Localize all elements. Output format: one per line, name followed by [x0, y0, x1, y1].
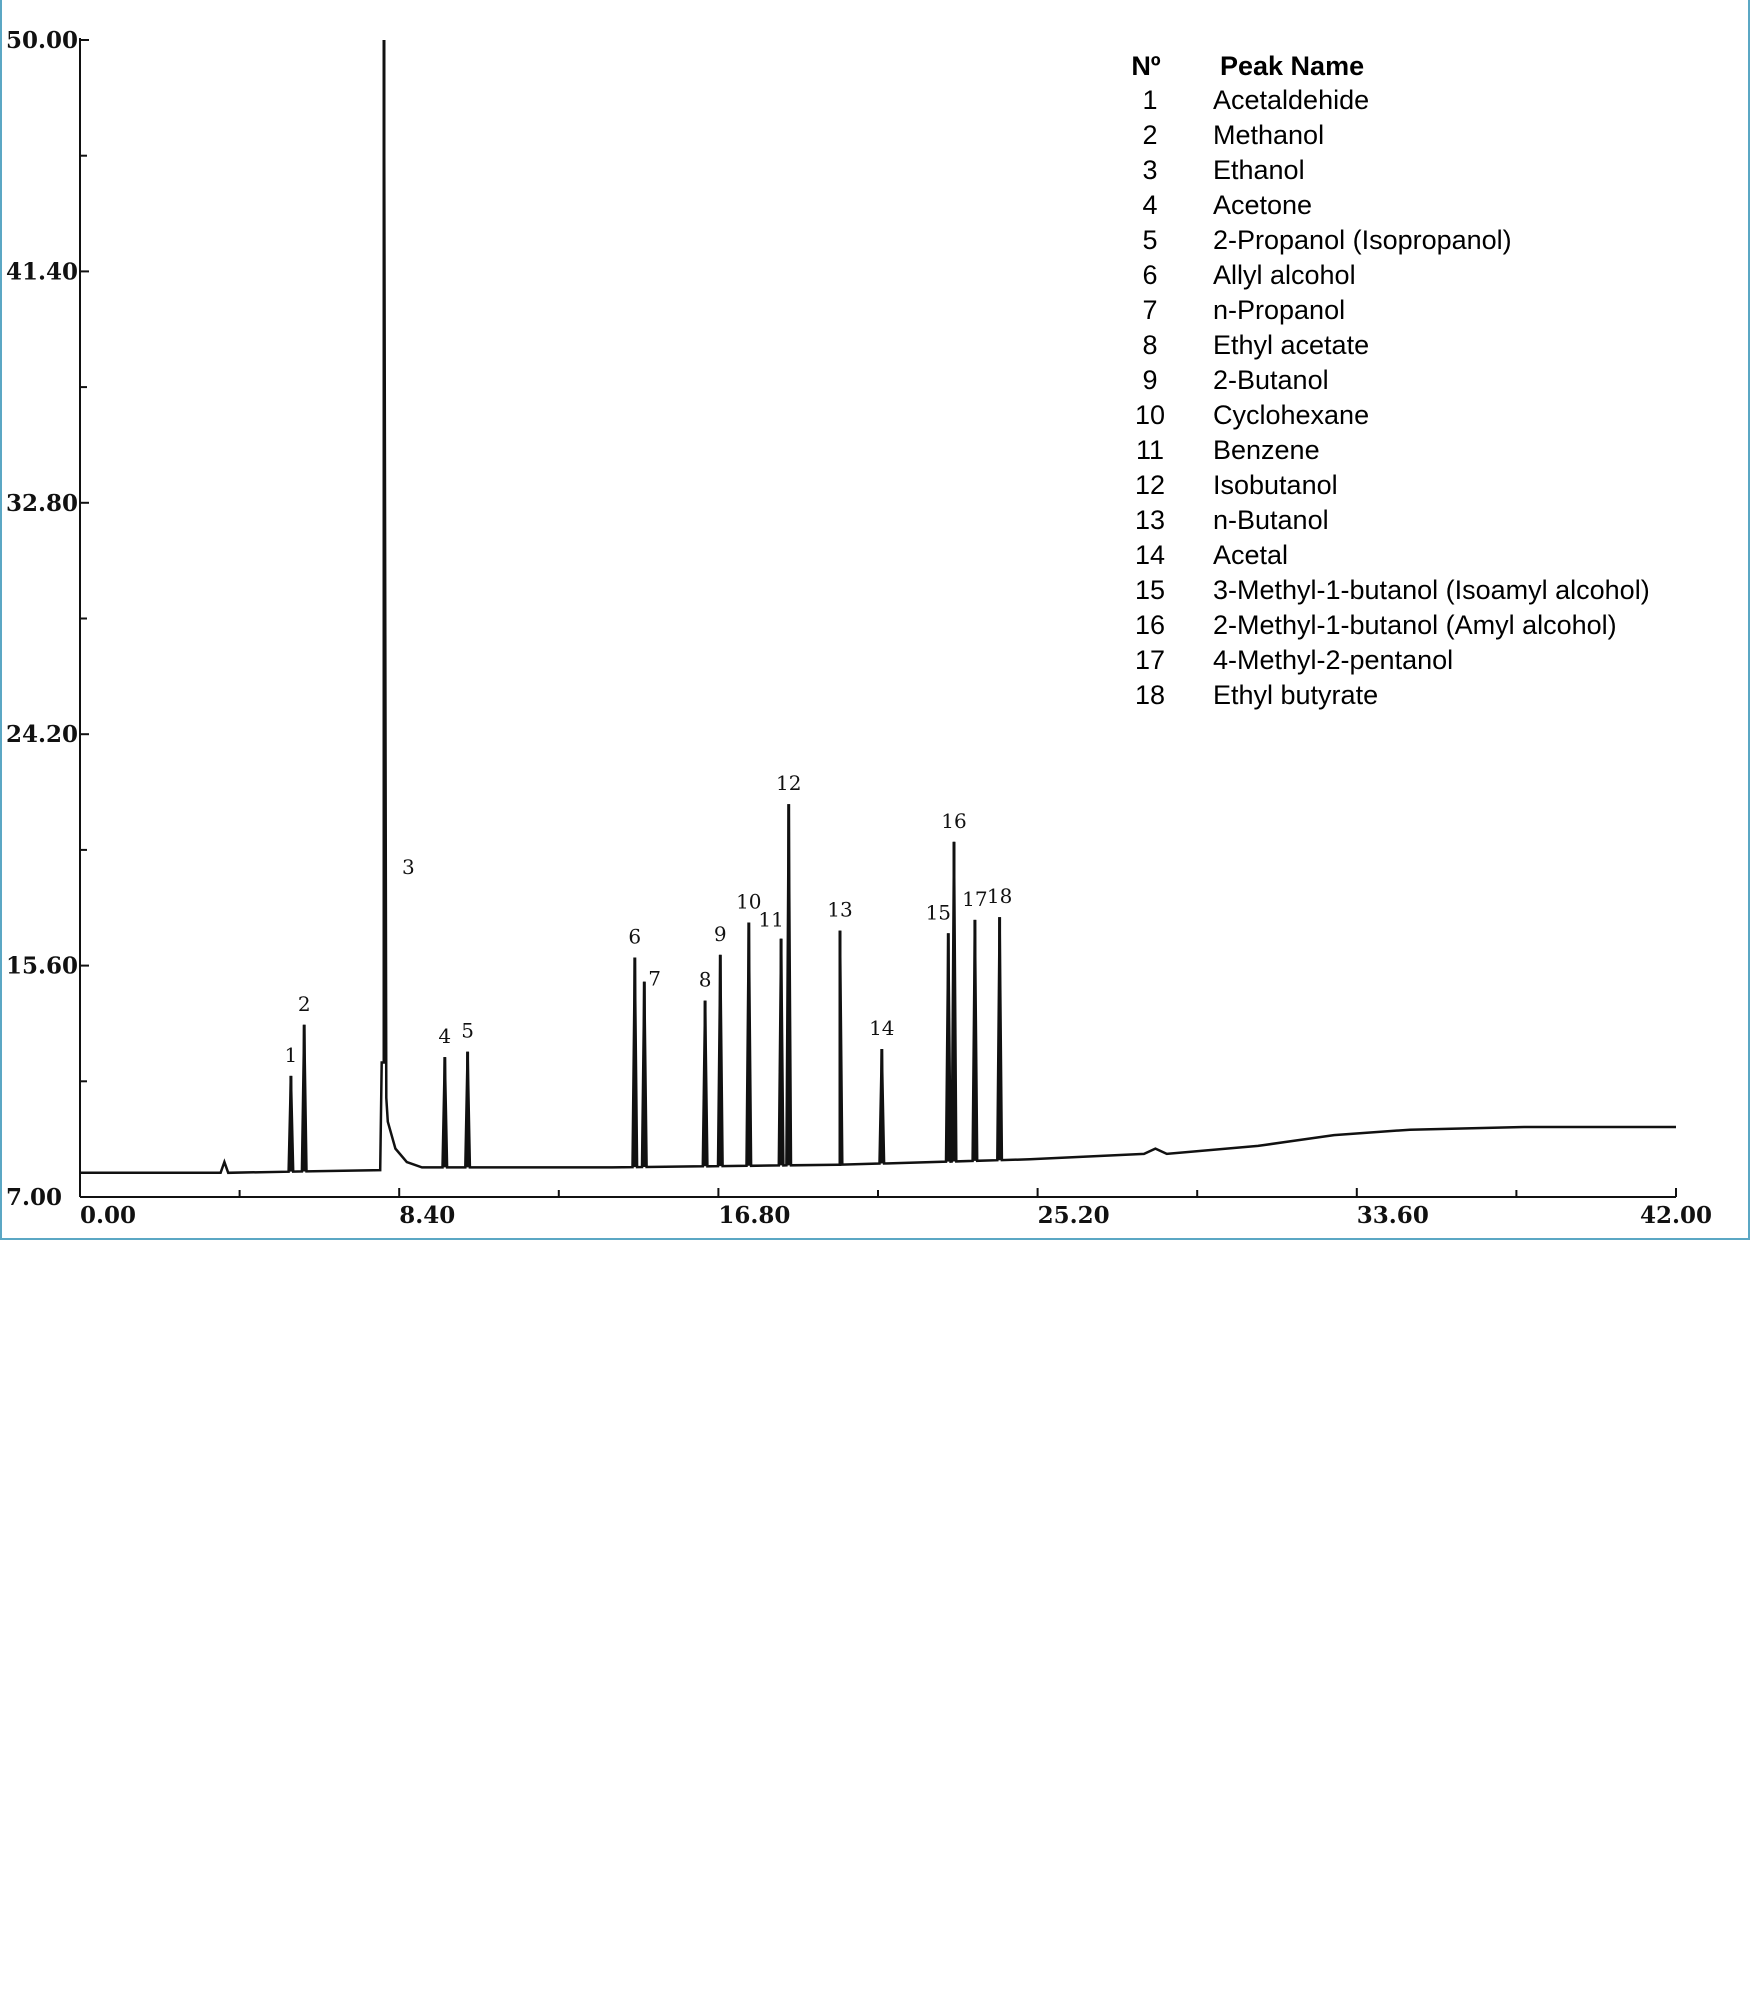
legend-entry-name: 2-Butanol: [1213, 365, 1329, 395]
chart-axes: 7.00 15.60 24.20 32.80 41.40 50.00 0.00 8.40 16.…: [6, 27, 1712, 1229]
y-tick-label: 24.20: [6, 721, 78, 748]
legend-entry-name: Methanol: [1213, 120, 1324, 150]
legend-header-number: Nº: [1131, 51, 1160, 81]
legend-entry-name: Benzene: [1213, 435, 1320, 465]
legend-entry-number: 10: [1135, 400, 1165, 430]
y-tick-label: 50.00: [6, 27, 78, 54]
peak-label-4: 4: [438, 1024, 451, 1048]
legend-entry-name: Acetone: [1213, 190, 1312, 220]
chart-frame: [0, 0, 1750, 1240]
legend-entry-name: 2-Propanol (Isopropanol): [1213, 225, 1512, 255]
peak-label-6: 6: [628, 925, 641, 949]
legend-entry-number: 13: [1135, 505, 1165, 535]
legend-entry-number: 17: [1135, 645, 1165, 675]
legend-entry-name: n-Propanol: [1213, 295, 1345, 325]
legend-entry-number: 12: [1135, 470, 1165, 500]
peak-label-8: 8: [699, 968, 712, 992]
peak-legend: Nº Peak Name 1 Acetaldehide 2 Methanol 3 Etha…: [1131, 51, 1649, 710]
legend-entry-number: 6: [1142, 260, 1157, 290]
legend-entry-number: 4: [1142, 190, 1157, 220]
legend-entry-name: Acetal: [1213, 540, 1288, 570]
legend-entry-number: 15: [1135, 575, 1165, 605]
peak-label-15: 15: [926, 900, 951, 924]
legend-entry-number: 11: [1136, 435, 1164, 465]
x-tick-label: 16.80: [718, 1202, 790, 1229]
legend-entry-name: Ethyl butyrate: [1213, 680, 1378, 710]
legend-entry-name: Cyclohexane: [1213, 400, 1369, 430]
chromatogram-trace: [80, 39, 1676, 1175]
legend-entry-number: 3: [1142, 155, 1157, 185]
legend-entry-name: Isobutanol: [1213, 470, 1338, 500]
peak-label-14: 14: [869, 1016, 894, 1040]
legend-entry-number: 5: [1142, 225, 1157, 255]
peak-label-7: 7: [648, 967, 661, 991]
legend-entry-number: 9: [1142, 365, 1157, 395]
legend-entry-number: 14: [1135, 540, 1165, 570]
peak-label-13: 13: [827, 898, 852, 922]
peak-label-9: 9: [714, 922, 727, 946]
peak-label-10: 10: [736, 890, 761, 914]
peak-label-11: 11: [758, 908, 783, 932]
legend-header-name: Peak Name: [1220, 51, 1364, 81]
peak-label-5: 5: [461, 1019, 474, 1043]
y-tick-label: 41.40: [6, 258, 78, 285]
x-tick-label: 42.00: [1640, 1202, 1712, 1229]
y-tick-label: 32.80: [6, 490, 78, 517]
legend-entry-name: Allyl alcohol: [1213, 260, 1356, 290]
legend-entry-name: Ethanol: [1213, 155, 1305, 185]
peak-label-2: 2: [298, 992, 311, 1016]
y-tick-label: 15.60: [6, 953, 78, 980]
legend-entry-number: 7: [1142, 295, 1157, 325]
legend-entry-name: n-Butanol: [1213, 505, 1329, 535]
legend-entry-name: 2-Methyl-1-butanol (Amyl alcohol): [1213, 610, 1617, 640]
x-tick-label: 0.00: [80, 1202, 136, 1229]
peak-label-3: 3: [402, 855, 415, 879]
peak-label-18: 18: [987, 884, 1012, 908]
peak-label-1: 1: [285, 1043, 298, 1067]
legend-entry-number: 16: [1135, 610, 1165, 640]
legend-entry-name: Ethyl acetate: [1213, 330, 1369, 360]
peak-label-17: 17: [962, 887, 987, 911]
legend-entry-number: 1: [1142, 85, 1157, 115]
legend-entry-number: 2: [1142, 120, 1157, 150]
legend-entry-name: Acetaldehide: [1213, 85, 1369, 115]
legend-entry-name: 3-Methyl-1-butanol (Isoamyl alcohol): [1213, 575, 1650, 605]
y-tick-label: 7.00: [6, 1184, 62, 1211]
x-tick-label: 33.60: [1357, 1202, 1429, 1229]
chromatogram-chart: 7.00 15.60 24.20 32.80 41.40 50.00 0.00 8.40 16.…: [6, 27, 1712, 1229]
legend-entry-number: 8: [1142, 330, 1157, 360]
peak-label-12: 12: [776, 771, 801, 795]
chromatogram-trace-group: [80, 39, 1676, 1175]
x-tick-label: 25.20: [1038, 1202, 1110, 1229]
legend-entry-name: 4-Methyl-2-pentanol: [1213, 645, 1453, 675]
legend-entry-number: 18: [1135, 680, 1165, 710]
x-tick-label: 8.40: [399, 1202, 455, 1229]
peak-label-16: 16: [941, 809, 966, 833]
